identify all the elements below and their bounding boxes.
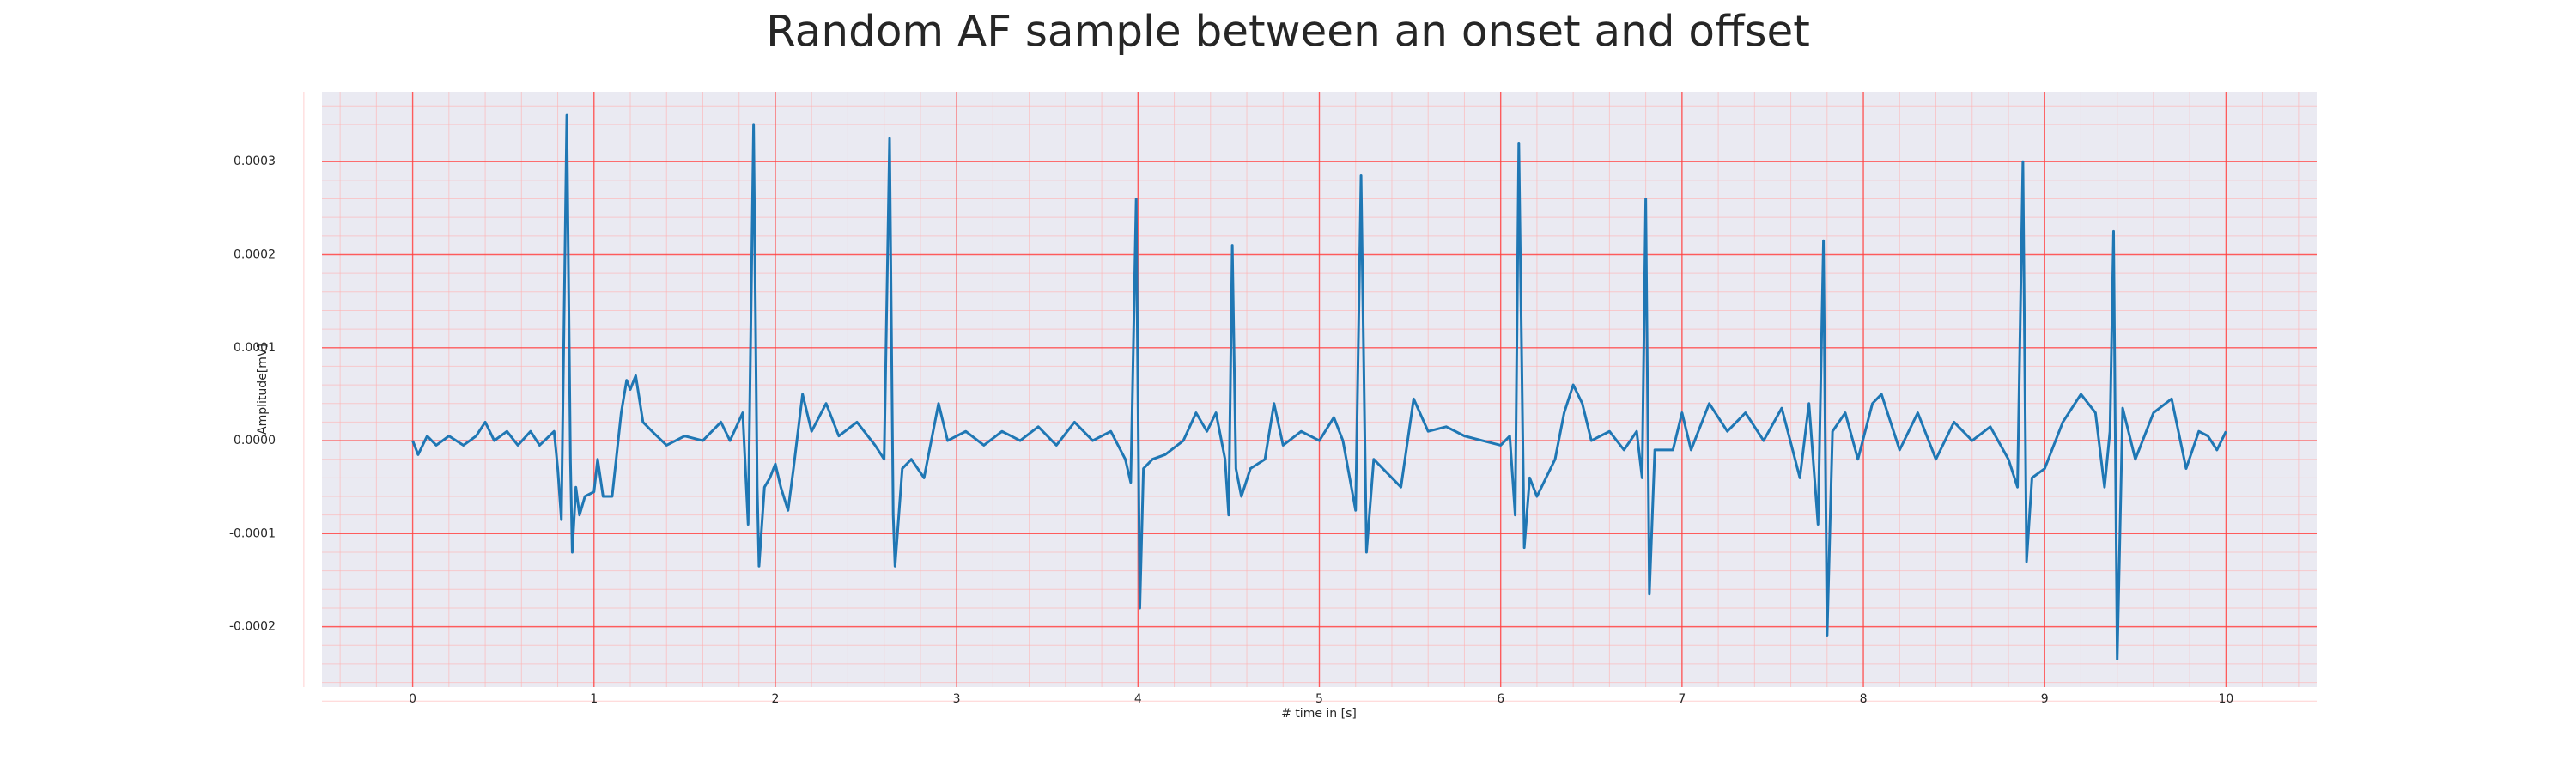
x-tick-label: 3 xyxy=(953,692,961,706)
x-tick-label: 6 xyxy=(1497,692,1504,706)
signal-line xyxy=(411,113,2227,661)
chart-title: Random AF sample between an onset and of… xyxy=(766,7,1810,57)
y-tick-label: 0.0000 xyxy=(234,434,276,447)
x-tick-label: 10 xyxy=(2218,692,2233,706)
x-tick-label: 9 xyxy=(2041,692,2049,706)
y-axis-label: Amplitude[mV] xyxy=(256,344,270,435)
x-tick-label: 2 xyxy=(771,692,779,706)
x-axis-label: # time in [s] xyxy=(1281,707,1357,721)
y-tick-label: -0.0001 xyxy=(229,526,276,540)
y-tick-label: -0.0002 xyxy=(229,620,276,634)
x-tick-label: 0 xyxy=(409,692,416,706)
y-tick-label: 0.0002 xyxy=(234,247,276,261)
y-tick-label: 0.0003 xyxy=(234,155,276,168)
x-tick-label: 8 xyxy=(1860,692,1868,706)
x-tick-label: 7 xyxy=(1678,692,1686,706)
x-tick-label: 5 xyxy=(1315,692,1323,706)
x-tick-label: 4 xyxy=(1134,692,1142,706)
x-tick-label: 1 xyxy=(590,692,598,706)
y-tick-label: 0.0001 xyxy=(234,341,276,355)
